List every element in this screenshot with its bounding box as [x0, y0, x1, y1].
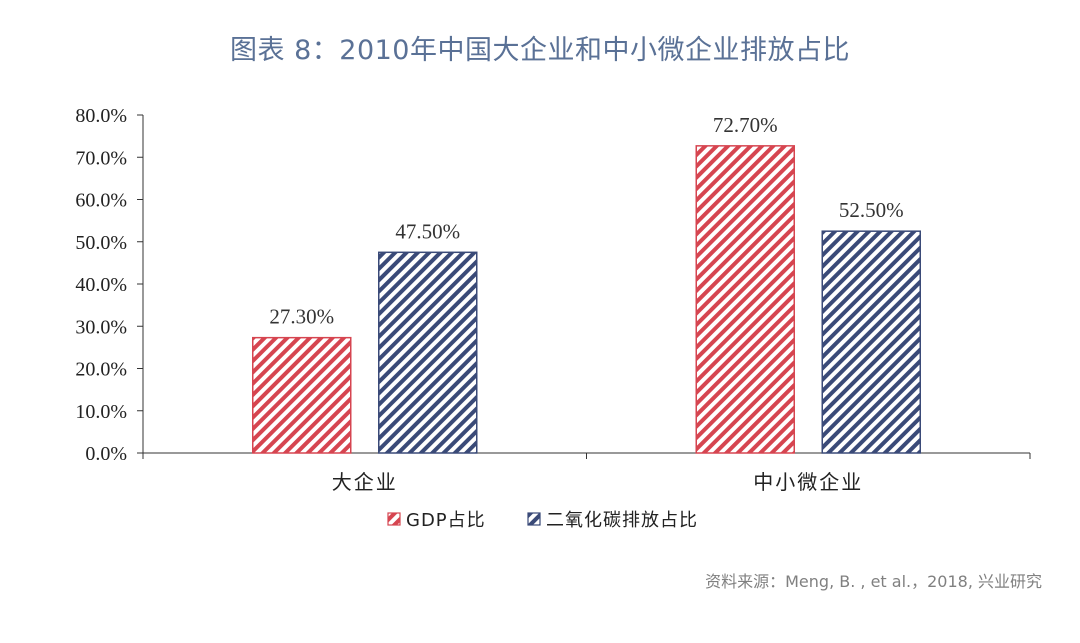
y-tick-label: 70.0%: [75, 147, 127, 169]
y-tick-label: 10.0%: [75, 401, 127, 423]
bars: 27.30% 47.50% 72.70% 52.50%: [252, 113, 921, 454]
y-tick-label: 60.0%: [75, 190, 127, 212]
y-tick-label: 0.0%: [85, 443, 127, 465]
x-category-label: 中小微企业: [753, 471, 863, 494]
data-label: 72.70%: [713, 113, 778, 137]
source-note: 资料来源：Meng, B. , et al.，2018, 兴业研究: [705, 572, 1042, 591]
x-category-label: 大企业: [332, 471, 398, 494]
legend-swatch: [527, 512, 541, 526]
y-tick-label: 30.0%: [75, 316, 127, 338]
data-label: 52.50%: [839, 198, 904, 222]
y-tick-label: 80.0%: [75, 105, 127, 127]
bar: [252, 336, 352, 454]
y-tick-label: 40.0%: [75, 274, 127, 296]
legend: GDP占比 二氧化碳排放占比: [387, 510, 698, 531]
bar: [695, 145, 795, 454]
data-label: 47.50%: [395, 219, 460, 243]
legend-label: 二氧化碳排放占比: [546, 510, 698, 531]
bar: [821, 230, 921, 454]
y-tick-label: 50.0%: [75, 232, 127, 254]
legend-swatch: [387, 512, 401, 526]
axes: 0.0% 10.0% 20.0% 30.0% 40.0% 50.0% 60.0% 70.0% 8…: [75, 105, 1031, 494]
y-tick-label: 20.0%: [75, 359, 127, 381]
chart-title: 图表 8：2010年中国大企业和中小微企业排放占比: [230, 35, 850, 66]
data-label: 27.30%: [269, 305, 334, 329]
legend-label: GDP占比: [406, 510, 486, 531]
bar: [378, 251, 478, 454]
